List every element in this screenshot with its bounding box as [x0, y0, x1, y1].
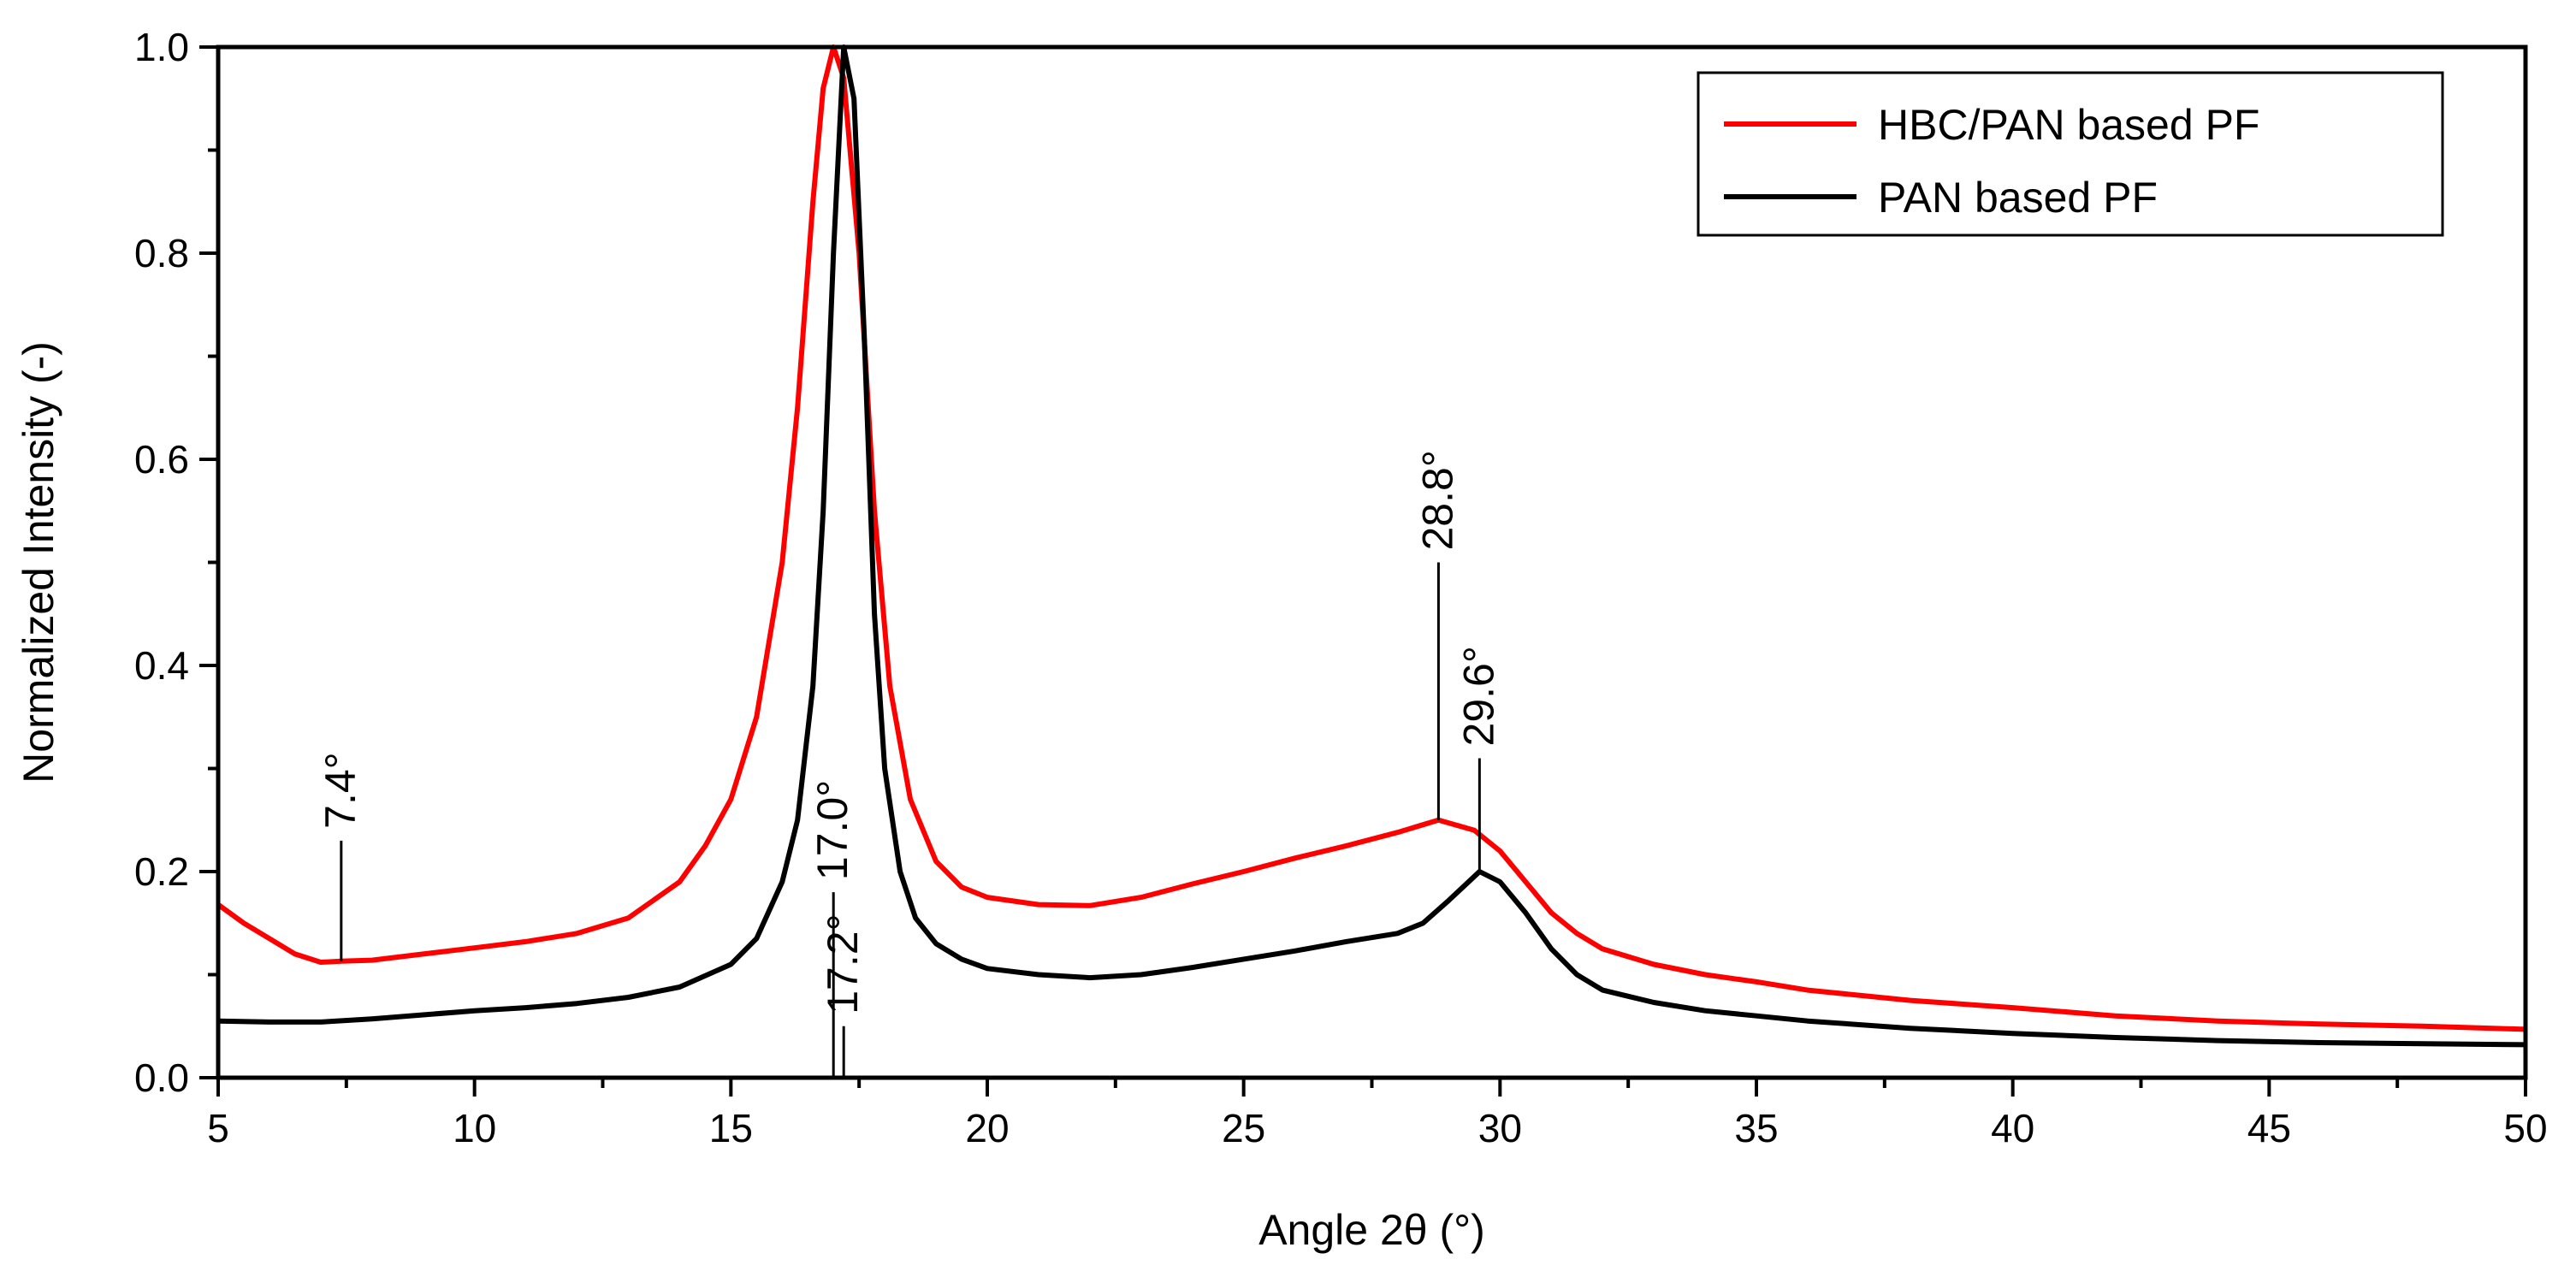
peak-label: 29.6° — [1454, 646, 1502, 746]
y-tick-label: 0.6 — [134, 437, 189, 482]
x-tick-label: 10 — [453, 1106, 496, 1150]
legend-box — [1697, 71, 2444, 237]
peak-label: 28.8° — [1413, 450, 1461, 550]
y-axis-title: Normalized Intensity (-) — [15, 341, 62, 783]
x-tick-label: 25 — [1222, 1106, 1265, 1150]
series-layer — [216, 44, 2526, 1048]
tick-labels: 5 10 15 20 25 30 35 40 45 50 0.0 0.2 0.4 0.6 0.8 1.0 — [134, 25, 2548, 1150]
peak-label: 17.2° — [819, 913, 867, 1014]
legend-label-hbc-pan: HBC/PAN based PF — [1878, 101, 2259, 149]
y-tick-label: 0.2 — [134, 849, 189, 894]
x-tick-label: 30 — [1478, 1106, 1522, 1150]
plot-frame — [216, 44, 2528, 1080]
y-tick-label: 0.0 — [134, 1055, 189, 1100]
y-tick-label: 1.0 — [134, 25, 189, 69]
legend: HBC/PAN based PF PAN based PF — [1697, 71, 2444, 237]
x-tick-label: 45 — [2247, 1106, 2291, 1150]
peak-label: 7.4° — [317, 752, 364, 829]
x-tick-label: 20 — [965, 1106, 1009, 1150]
peak-label: 17.0° — [808, 780, 856, 880]
y-tick-label: 0.4 — [134, 643, 189, 688]
legend-label-pan: PAN based PF — [1878, 174, 2158, 222]
y-tick-label: 0.8 — [134, 231, 189, 275]
series-line-pan — [217, 44, 2526, 1048]
x-tick-label: 40 — [1991, 1106, 2034, 1150]
x-axis-title: Angle 2θ (°) — [1258, 1206, 1485, 1254]
series-line-hbc-pan — [216, 44, 2526, 1032]
x-tick-label: 5 — [207, 1106, 229, 1150]
x-tick-label: 35 — [1734, 1106, 1778, 1150]
peak-annotations: 7.4° 17.0° 17.2° 28.8° 29.6° — [317, 450, 1502, 1078]
x-tick-label: 50 — [2503, 1106, 2547, 1150]
x-tick-label: 15 — [709, 1106, 753, 1150]
